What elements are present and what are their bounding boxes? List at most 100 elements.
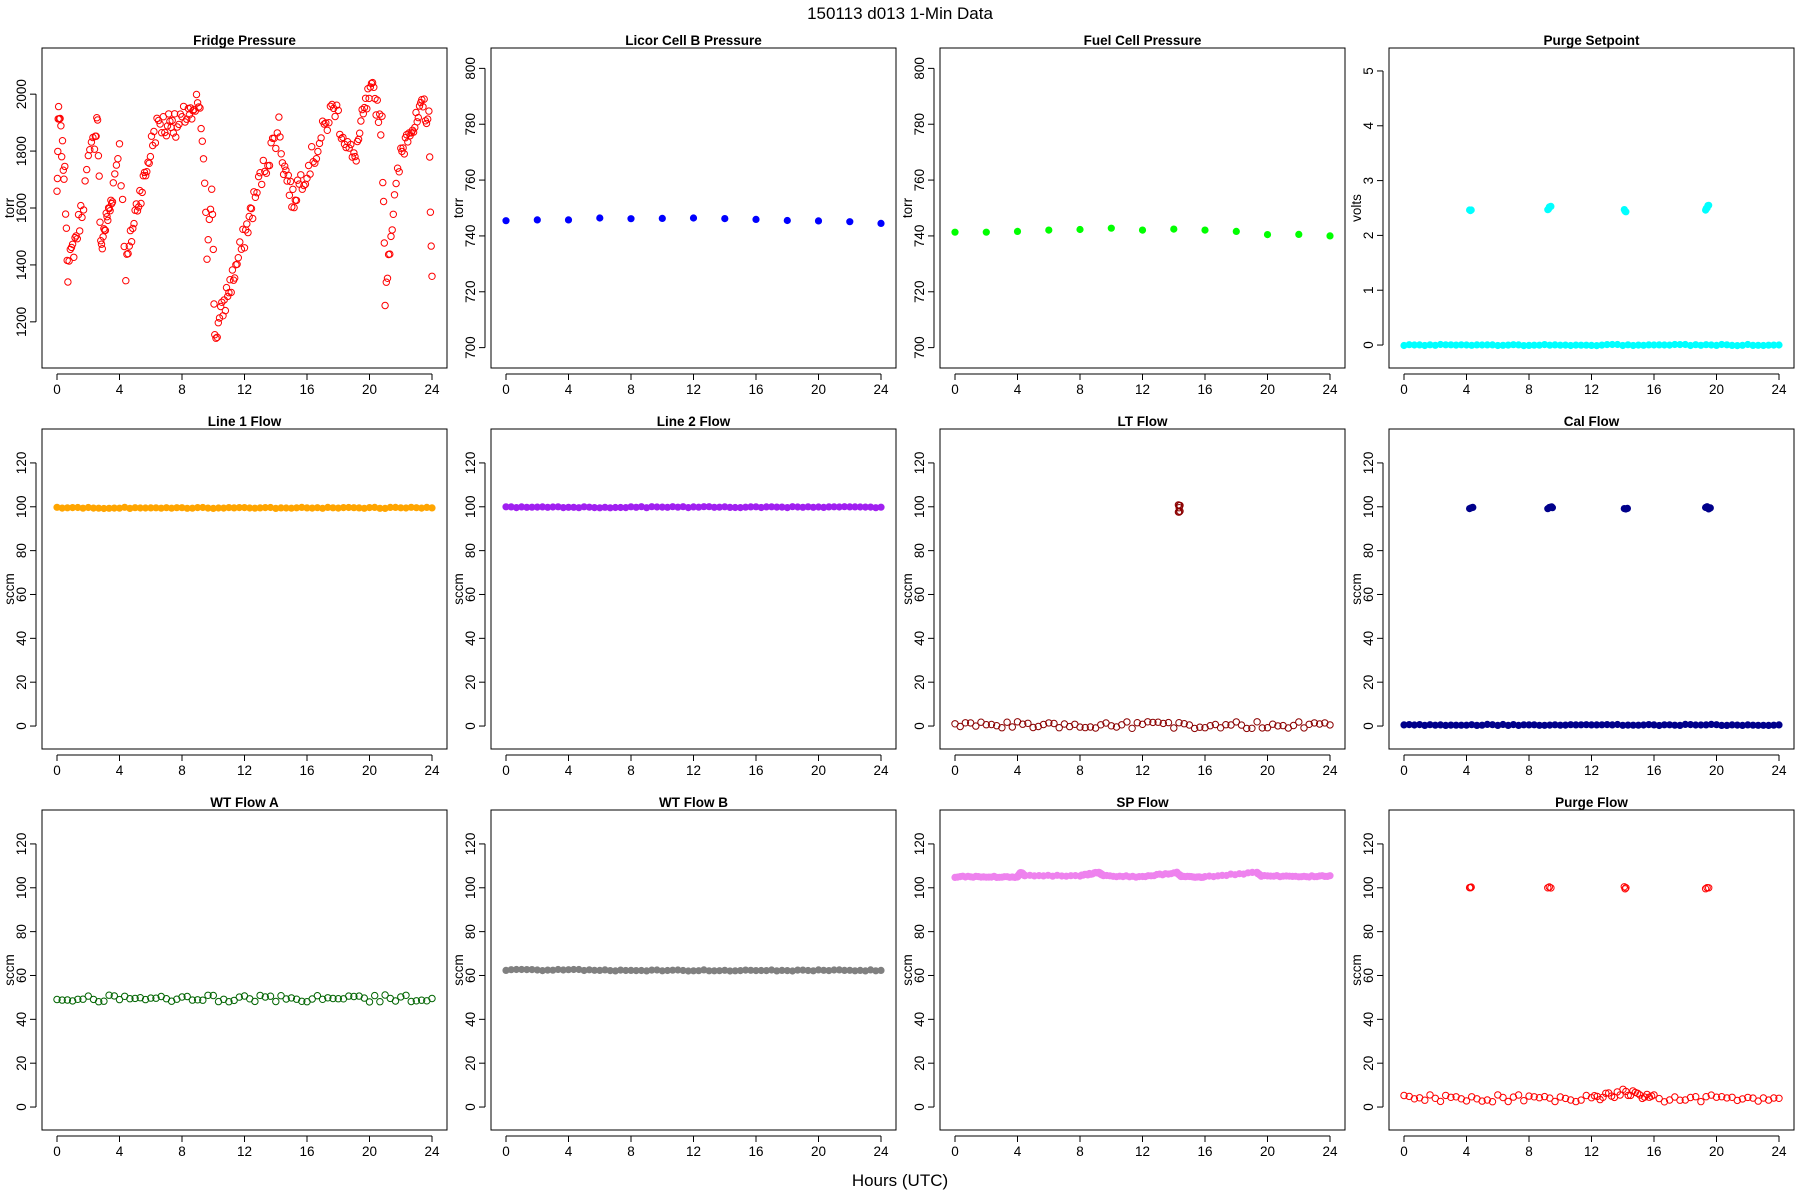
data-point xyxy=(951,228,959,236)
x-tick-label: 0 xyxy=(502,763,510,778)
data-point xyxy=(1269,720,1277,728)
x-tick-label: 20 xyxy=(1260,1144,1275,1159)
data-point xyxy=(1326,232,1334,240)
data-point xyxy=(1770,1094,1778,1102)
data-point xyxy=(239,225,247,234)
data-point xyxy=(846,218,854,226)
data-point xyxy=(1602,1089,1610,1098)
plot-frame xyxy=(939,809,1346,1131)
data-point xyxy=(1623,504,1632,512)
y-tick-label: 0 xyxy=(14,722,29,730)
chart-panel: Line 2 Flow sccm 0 4 8 12 16 20 24 0 20 40 60 80 100 12… xyxy=(451,414,897,778)
y-tick-label: 80 xyxy=(463,924,478,939)
x-tick-label: 12 xyxy=(1135,763,1150,778)
data-point xyxy=(67,243,76,252)
data-point xyxy=(1410,1095,1419,1103)
data-point xyxy=(1175,719,1183,727)
data-point xyxy=(230,996,238,1005)
data-point xyxy=(213,333,221,341)
data-point xyxy=(404,138,412,146)
data-point xyxy=(267,139,275,147)
data-point xyxy=(152,994,160,1002)
data-series xyxy=(1466,503,1714,513)
data-point xyxy=(721,215,729,223)
y-tick-label: 740 xyxy=(912,225,927,248)
data-point xyxy=(261,993,269,1001)
data-point xyxy=(1535,1094,1544,1102)
data-point xyxy=(1326,721,1334,729)
data-point xyxy=(1300,724,1308,732)
y-tick-label: 40 xyxy=(14,1012,29,1027)
data-point xyxy=(170,110,179,118)
y-tick-label: 100 xyxy=(912,496,927,519)
data-point xyxy=(1621,885,1629,893)
data-point xyxy=(422,119,431,128)
data-point xyxy=(1478,1097,1486,1105)
y-tick-label: 780 xyxy=(463,113,478,136)
y-tick-label: 100 xyxy=(14,877,29,900)
data-point xyxy=(1045,226,1053,234)
data-point xyxy=(1175,504,1183,512)
chart-panel: WT Flow B sccm 0 4 8 12 16 20 24 0 20 40 60 80 100 120 xyxy=(451,795,897,1159)
data-point xyxy=(283,177,291,185)
y-tick-label: 80 xyxy=(1361,924,1376,939)
data-point xyxy=(1504,1097,1512,1106)
data-point xyxy=(987,720,996,729)
data-point xyxy=(1442,1091,1450,1100)
data-series xyxy=(502,965,885,975)
data-point xyxy=(564,216,573,224)
y-tick-label: 760 xyxy=(912,169,927,192)
data-point xyxy=(129,224,137,233)
data-point xyxy=(1076,225,1084,234)
data-point xyxy=(254,172,263,181)
data-point xyxy=(109,179,118,187)
data-point xyxy=(74,995,82,1003)
y-tick-label: 720 xyxy=(912,281,927,304)
data-point xyxy=(258,180,266,189)
data-point xyxy=(1024,719,1032,727)
data-point xyxy=(1003,718,1011,726)
data-point xyxy=(261,167,269,176)
data-series xyxy=(1400,340,1783,350)
x-tick-label: 16 xyxy=(1197,1144,1212,1159)
data-point xyxy=(1655,1094,1663,1103)
y-tick-label: 0 xyxy=(463,1103,478,1111)
y-axis-label: sccm xyxy=(2,573,17,605)
data-point xyxy=(386,250,394,258)
data-point xyxy=(175,120,183,129)
data-point xyxy=(1733,1096,1742,1105)
data-point xyxy=(104,216,112,225)
data-point xyxy=(1466,884,1475,892)
y-tick-label: 4 xyxy=(1361,122,1376,130)
y-tick-label: 100 xyxy=(463,496,478,519)
y-tick-label: 60 xyxy=(1361,968,1376,983)
data-point xyxy=(210,300,218,308)
y-tick-label: 2 xyxy=(1361,232,1376,240)
data-series xyxy=(1400,720,1783,730)
data-point xyxy=(329,994,337,1003)
y-tick-label: 80 xyxy=(14,924,29,939)
data-point xyxy=(141,995,150,1004)
x-tick-label: 12 xyxy=(237,763,252,778)
y-tick-label: 120 xyxy=(912,452,927,475)
data-point xyxy=(357,117,365,125)
data-point xyxy=(350,992,358,1001)
data-point xyxy=(217,302,225,311)
x-tick-label: 12 xyxy=(237,382,252,397)
data-point xyxy=(156,120,164,128)
data-point xyxy=(1295,718,1303,726)
data-point xyxy=(420,95,428,103)
data-point xyxy=(376,998,384,1006)
data-point xyxy=(334,995,342,1003)
data-point xyxy=(284,171,292,180)
data-point xyxy=(277,992,285,1000)
y-tick-label: 40 xyxy=(463,631,478,646)
data-point xyxy=(415,102,424,110)
plot-frame xyxy=(41,428,448,750)
data-point xyxy=(90,145,99,153)
data-point xyxy=(1243,724,1251,733)
y-tick-label: 1800 xyxy=(14,136,29,166)
x-tick-label: 20 xyxy=(362,763,377,778)
data-point xyxy=(1540,1092,1549,1101)
data-point xyxy=(1514,1091,1523,1099)
